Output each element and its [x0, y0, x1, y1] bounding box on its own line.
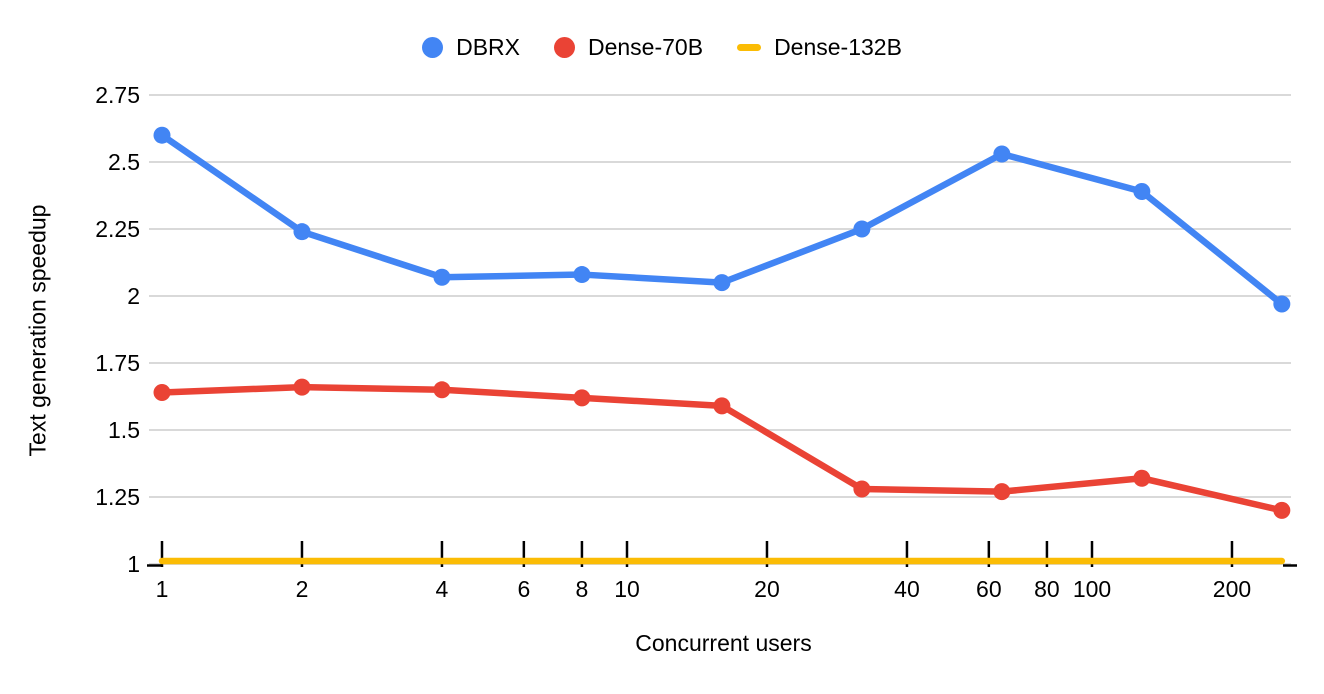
- y-tick-label-1: 1: [127, 551, 140, 577]
- x-tick-label-6: 6: [517, 576, 530, 602]
- series-point-dbrx-x256: [1273, 295, 1291, 313]
- x-tick-label-40: 40: [894, 576, 920, 602]
- x-tick-label-60: 60: [976, 576, 1002, 602]
- y-tick-label-2: 2: [127, 283, 140, 309]
- series-point-dbrx-x2: [293, 223, 311, 241]
- series-point-dense-70b-x32: [853, 480, 871, 498]
- x-tick-label-1: 1: [156, 576, 169, 602]
- y-tick-label-2.5: 2.5: [108, 149, 140, 175]
- x-tick-label-2: 2: [296, 576, 309, 602]
- y-tick-label-2.25: 2.25: [95, 216, 140, 242]
- legend-label-dense-132b: Dense-132B: [774, 33, 902, 60]
- series-point-dbrx-x8: [573, 266, 591, 284]
- series-point-dense-70b-x4: [433, 381, 451, 399]
- x-tick-label-4: 4: [436, 576, 449, 602]
- series-point-dbrx-x1: [153, 126, 171, 144]
- legend-item-dense-132b: Dense-132B: [737, 33, 902, 60]
- series-point-dense-70b-x2: [293, 378, 311, 396]
- chart-legend: DBRX Dense-70B Dense-132B: [0, 30, 1324, 64]
- dense-132b-series-swatch-icon: [737, 43, 762, 51]
- legend-label-dense-70b: Dense-70B: [587, 33, 704, 60]
- series-point-dense-70b-x1: [153, 383, 171, 401]
- series-point-dbrx-x64: [993, 145, 1011, 163]
- dbrx-series-swatch-icon: [422, 36, 444, 58]
- series-point-dense-70b-x256: [1273, 501, 1291, 519]
- series-point-dense-70b-x8: [573, 389, 591, 407]
- series-point-dense-70b-x64: [993, 483, 1011, 501]
- series-point-dbrx-x32: [853, 220, 871, 238]
- series-point-dbrx-x128: [1133, 182, 1151, 200]
- x-tick-label-100: 100: [1073, 576, 1111, 602]
- x-tick-label-80: 80: [1034, 576, 1060, 602]
- series-point-dense-70b-x128: [1133, 469, 1151, 487]
- x-tick-label-200: 200: [1213, 576, 1251, 602]
- legend-item-dbrx: DBRX: [422, 33, 520, 60]
- x-tick-label-8: 8: [576, 576, 589, 602]
- y-tick-label-1.25: 1.25: [95, 484, 140, 510]
- y-tick-label-1.75: 1.75: [95, 350, 140, 376]
- y-tick-label-2.75: 2.75: [95, 82, 140, 108]
- series-point-dense-70b-x16: [713, 397, 731, 415]
- legend-label-dbrx: DBRX: [456, 33, 520, 60]
- x-tick-label-20: 20: [754, 576, 780, 602]
- series-point-dbrx-x16: [713, 274, 731, 292]
- y-tick-label-1.5: 1.5: [108, 417, 140, 443]
- dense-70b-series-swatch-icon: [553, 36, 575, 58]
- x-axis-title: Concurrent users: [635, 630, 812, 656]
- series-point-dbrx-x4: [433, 268, 451, 286]
- x-tick-label-10: 10: [614, 576, 640, 602]
- legend-item-dense-70b: Dense-70B: [553, 33, 704, 60]
